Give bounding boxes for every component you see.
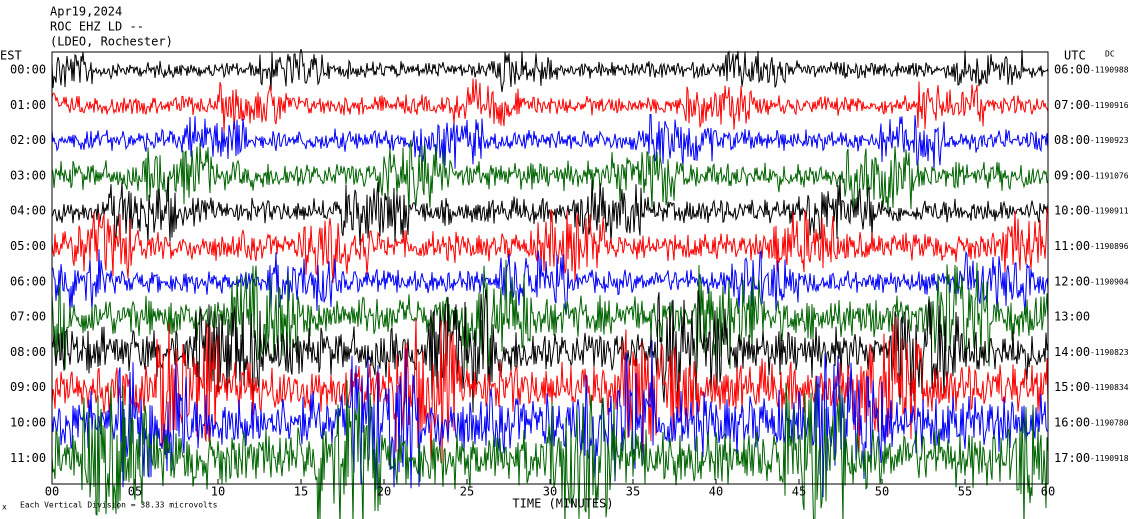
left-tick-label: 01:00 bbox=[10, 98, 46, 112]
footer-icon: x bbox=[2, 503, 7, 512]
left-tick-label: 08:00 bbox=[10, 345, 46, 359]
dc-value: -1190916 bbox=[1090, 101, 1129, 110]
left-tick-label: 00:00 bbox=[10, 63, 46, 77]
x-tick-label: 45 bbox=[792, 485, 806, 499]
right-tick-label: 12:00 bbox=[1054, 274, 1090, 288]
trace bbox=[51, 207, 1049, 283]
trace bbox=[51, 249, 1049, 316]
x-tick-label: 50 bbox=[875, 485, 889, 499]
trace bbox=[51, 316, 1049, 464]
dc-value: -1190923 bbox=[1090, 136, 1129, 145]
trace bbox=[51, 380, 1049, 519]
right-axis-label: UTC bbox=[1064, 49, 1086, 63]
left-tick-label: 07:00 bbox=[10, 310, 46, 324]
right-tick-label: 11:00 bbox=[1054, 239, 1090, 253]
trace bbox=[51, 259, 1049, 377]
right-tick-label: 13:00 bbox=[1054, 310, 1090, 324]
right-tick-label: 10:00 bbox=[1054, 204, 1090, 218]
dc-value: -1190904 bbox=[1090, 277, 1129, 286]
x-axis-label: TIME (MINUTES) bbox=[512, 497, 613, 511]
x-tick-label: 60 bbox=[1041, 485, 1055, 499]
trace bbox=[51, 289, 1049, 413]
x-tick-label: 35 bbox=[626, 485, 640, 499]
dc-value: -1190988 bbox=[1090, 66, 1129, 75]
right-tick-label: 14:00 bbox=[1054, 345, 1090, 359]
dc-value: -1190896 bbox=[1090, 242, 1129, 251]
x-tick-label: 15 bbox=[294, 485, 308, 499]
dc-value: -1190834 bbox=[1090, 383, 1129, 392]
x-tick-label: 40 bbox=[709, 485, 723, 499]
right-tick-label: 08:00 bbox=[1054, 133, 1090, 147]
trace bbox=[51, 48, 1049, 93]
x-tick-label: 00 bbox=[45, 485, 59, 499]
left-tick-label: 05:00 bbox=[10, 239, 46, 253]
dc-value: -1190918 bbox=[1090, 454, 1129, 463]
right-tick-label: 17:00 bbox=[1054, 451, 1090, 465]
x-tick-label: 55 bbox=[958, 485, 972, 499]
right-tick-label: 07:00 bbox=[1054, 98, 1090, 112]
trace bbox=[51, 78, 1049, 133]
right-tick-label: 06:00 bbox=[1054, 63, 1090, 77]
dc-value: -1191076 bbox=[1090, 171, 1129, 180]
left-tick-label: 03:00 bbox=[10, 168, 46, 182]
dc-value: -1190780 bbox=[1090, 419, 1129, 428]
header-station: ROC EHZ LD -- bbox=[50, 20, 144, 34]
trace bbox=[51, 113, 1049, 170]
left-tick-label: 06:00 bbox=[10, 274, 46, 288]
right-tick-label: 15:00 bbox=[1054, 380, 1090, 394]
header-network: (LDEO, Rochester) bbox=[50, 35, 173, 49]
x-tick-label: 10 bbox=[211, 485, 225, 499]
left-tick-label: 11:00 bbox=[10, 451, 46, 465]
trace bbox=[51, 175, 1049, 246]
x-tick-label: 30 bbox=[543, 485, 557, 499]
left-tick-label: 02:00 bbox=[10, 133, 46, 147]
left-tick-label: 09:00 bbox=[10, 380, 46, 394]
trace bbox=[51, 139, 1049, 215]
dc-value: -1190911 bbox=[1090, 207, 1129, 216]
dc-label: DC bbox=[1105, 50, 1115, 59]
right-tick-label: 16:00 bbox=[1054, 416, 1090, 430]
left-tick-label: 04:00 bbox=[10, 204, 46, 218]
left-axis-label: EST bbox=[0, 49, 22, 63]
traces bbox=[51, 48, 1049, 519]
x-tick-label: 20 bbox=[377, 485, 391, 499]
x-tick-label: 25 bbox=[460, 485, 474, 499]
right-tick-label: 09:00 bbox=[1054, 168, 1090, 182]
left-tick-label: 10:00 bbox=[10, 416, 46, 430]
header-date: Apr19,2024 bbox=[50, 5, 122, 19]
x-tick-label: 05 bbox=[128, 485, 142, 499]
footer: Each Vertical Division = 38.33 microvolt… bbox=[20, 501, 218, 510]
dc-value: -1190823 bbox=[1090, 348, 1129, 357]
